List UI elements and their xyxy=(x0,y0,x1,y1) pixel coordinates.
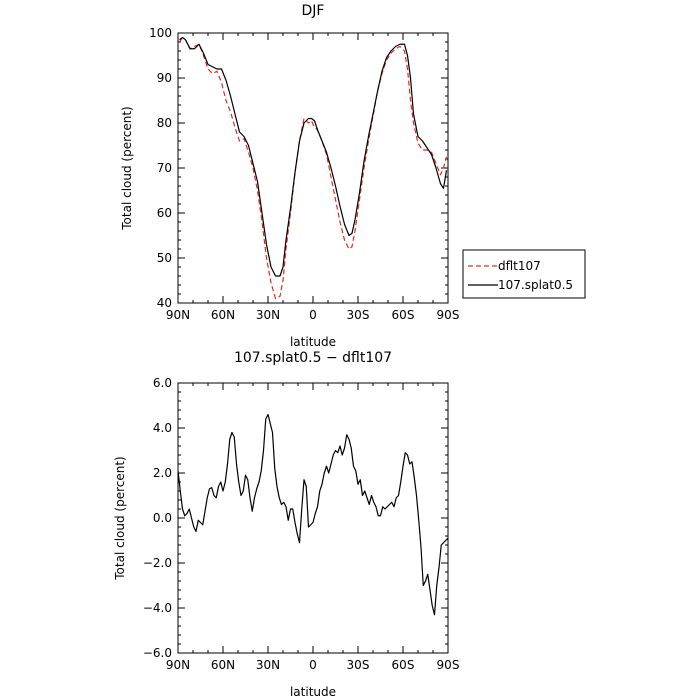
x-axis-label: latitude xyxy=(290,335,336,349)
legend-frame xyxy=(462,249,586,299)
y-axis-label: Total cloud (percent) xyxy=(113,456,127,580)
y-tick-label: −6.0 xyxy=(143,646,172,660)
y-tick-label: 4.0 xyxy=(153,421,172,435)
x-tick-label: 60S xyxy=(392,308,415,322)
y-tick-label: −4.0 xyxy=(143,601,172,615)
chart-title: DJF xyxy=(302,3,325,19)
y-tick-label: 50 xyxy=(157,251,172,265)
x-axis-label: latitude xyxy=(290,685,336,699)
x-tick-label: 0 xyxy=(309,308,317,322)
x-tick-labels: 90N 60N 30N 0 30S 60S 90S xyxy=(166,308,460,322)
x-tick-label: 60N xyxy=(211,658,235,672)
x-tick-labels: 90N 60N 30N 0 30S 60S 90S xyxy=(166,658,460,672)
y-axis-label: Total cloud (percent) xyxy=(120,106,134,230)
y-tick-label: 6.0 xyxy=(153,376,172,390)
y-tick-label: 90 xyxy=(157,71,172,85)
legend-label-dflt107: dflt107 xyxy=(498,259,541,273)
x-tick-label: 90N xyxy=(166,658,190,672)
x-tick-label: 0 xyxy=(309,658,317,672)
x-tick-label: 90N xyxy=(166,308,190,322)
y-tick-label: −2.0 xyxy=(143,556,172,570)
y-tick-label: 40 xyxy=(157,296,172,310)
y-tick-label: 60 xyxy=(157,206,172,220)
series-line-107-splat0-5 xyxy=(179,36,448,277)
legend-label-splat: 107.splat0.5 xyxy=(498,278,573,292)
y-tick-label: 100 xyxy=(149,26,172,40)
x-tick-label: 90S xyxy=(437,308,460,322)
legend: dflt107 107.splat0.5 xyxy=(462,249,586,299)
y-tick-label: 0.0 xyxy=(153,511,172,525)
panel-bottom: 107.splat0.5 − dflt107 90N 60N 30N 0 30S 60S 9… xyxy=(113,350,459,699)
y-tick-label: 80 xyxy=(157,116,172,130)
x-tick-label: 90S xyxy=(437,658,460,672)
series-line-difference xyxy=(178,413,448,616)
series-lines xyxy=(179,36,448,300)
axis-ticks xyxy=(177,382,449,654)
x-tick-label: 30S xyxy=(347,658,370,672)
series-line-dflt107 xyxy=(179,36,448,300)
x-tick-label: 60N xyxy=(211,308,235,322)
chart-title: 107.splat0.5 − dflt107 xyxy=(234,350,392,366)
y-tick-label: 2.0 xyxy=(153,466,172,480)
x-tick-label: 30N xyxy=(256,658,280,672)
series-lines xyxy=(178,413,448,616)
y-tick-label: 70 xyxy=(157,161,172,175)
y-tick-labels: 40 50 60 70 80 90 100 xyxy=(149,26,172,310)
x-tick-label: 30S xyxy=(347,308,370,322)
plot-frame xyxy=(177,382,449,654)
x-tick-label: 60S xyxy=(392,658,415,672)
panel-top: DJF 90N 60N 30N 0 30S 60S 90S 405060708090100 … xyxy=(120,3,459,349)
y-tick-labels: −6.0 −4.0 −2.0 0.0 2.0 4.0 6.0 xyxy=(143,376,172,660)
axis-ticks xyxy=(177,32,449,304)
x-tick-label: 30N xyxy=(256,308,280,322)
